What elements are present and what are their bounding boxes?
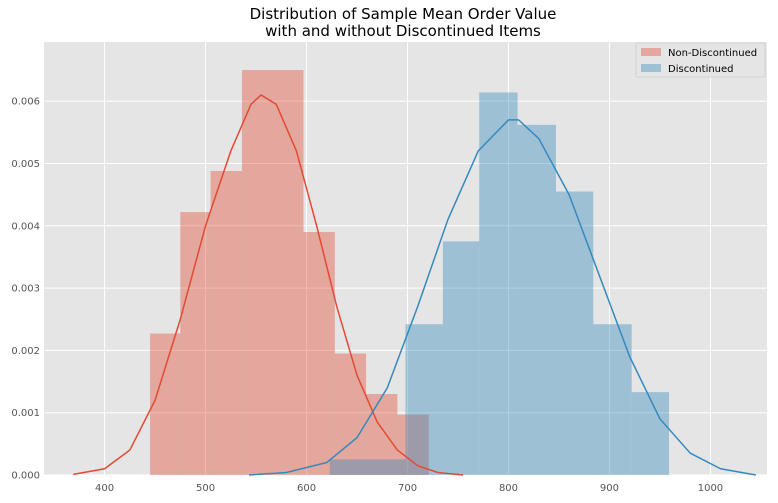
y-tick-label: 0.000 <box>11 471 40 482</box>
histogram-bar-non-discontinued <box>334 353 367 475</box>
y-tick-label: 0.002 <box>11 346 40 357</box>
histogram-bar-discontinued <box>479 92 518 475</box>
legend-label-non-discontinued: Non-Discontinued <box>668 48 757 59</box>
y-tick-label: 0.003 <box>11 284 40 295</box>
histogram-bar-discontinued <box>631 392 670 475</box>
kde-curve-non-discontinued <box>73 94 464 476</box>
y-tick-label: 0.004 <box>11 221 40 232</box>
histogram-bar-discontinued <box>442 241 480 475</box>
histogram-bar-non-discontinued <box>241 70 304 475</box>
chart-title-line-1: Distribution of Sample Mean Order Value <box>250 5 557 23</box>
kde-curve-discontinued <box>248 119 757 476</box>
x-tick-label: 700 <box>398 483 417 494</box>
x-tick-label: 1000 <box>698 483 723 494</box>
chart-title-line-2: with and without Discontinued Items <box>265 22 541 40</box>
grid <box>44 42 767 476</box>
legend-label-discontinued: Discontinued <box>668 64 734 75</box>
density-curves <box>73 94 757 476</box>
axis-ticks: 400 500 600 700 800 900 1000 0.000 0.001 0.002 0.0… <box>11 97 723 494</box>
y-tick-label: 0.005 <box>11 159 40 170</box>
histogram-bar-non-discontinued <box>150 333 181 475</box>
x-tick-label: 500 <box>196 483 215 494</box>
histogram-bar-discontinued <box>329 459 371 475</box>
legend-swatch-discontinued <box>641 64 661 72</box>
histogram-bar-discontinued <box>370 459 406 475</box>
x-tick-label: 600 <box>297 483 316 494</box>
legend-box <box>635 42 766 78</box>
histogram-bar-non-discontinued <box>303 232 335 475</box>
histogram-bar-discontinued <box>405 324 443 475</box>
legend: Non-Discontinued Discontinued <box>635 42 766 78</box>
legend-swatch-non-discontinued <box>641 48 661 56</box>
y-tick-label: 0.001 <box>11 408 40 419</box>
plot-area <box>44 42 767 475</box>
x-tick-label: 800 <box>499 483 518 494</box>
y-tick-label: 0.006 <box>11 97 40 108</box>
x-tick-label: 900 <box>600 483 619 494</box>
bars <box>150 70 670 476</box>
histogram-bar-non-discontinued <box>180 212 211 475</box>
histogram-bar-non-discontinued <box>210 170 242 476</box>
x-tick-label: 400 <box>95 483 114 494</box>
histogram-bar-discontinued <box>593 324 632 475</box>
histogram-bar-discontinued <box>517 124 556 475</box>
histogram-bar-non-discontinued <box>397 414 429 475</box>
histogram-bar-discontinued <box>555 191 594 475</box>
